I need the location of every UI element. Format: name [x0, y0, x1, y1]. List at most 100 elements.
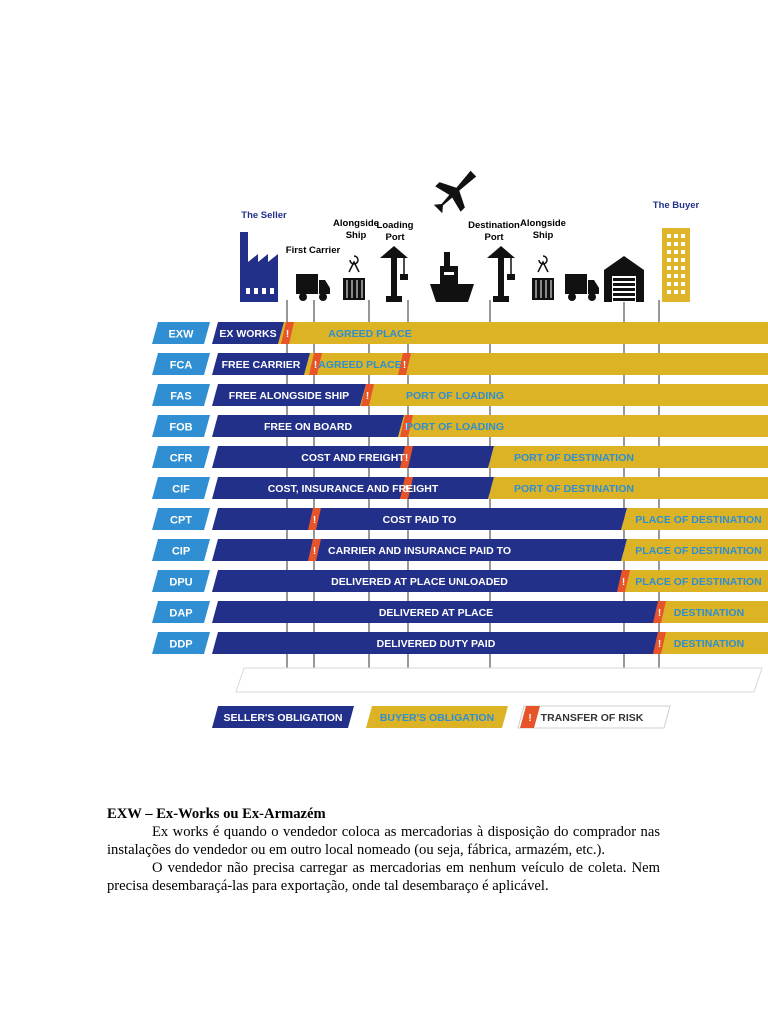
- buyer-text: DESTINATION: [674, 638, 744, 650]
- risk-marker: [281, 322, 294, 344]
- risk-symbol: !: [622, 577, 625, 588]
- risk-symbol: !: [405, 453, 408, 464]
- term-code-box: [152, 632, 210, 654]
- buyer-obligation-bar: [360, 384, 768, 406]
- container-crane-icon: [343, 255, 365, 300]
- term-code: DDP: [169, 639, 192, 651]
- incoterm-row-ddp: DDP ! DELIVERED DUTY PAID DESTINATION: [152, 632, 768, 654]
- article: EXW – Ex-Works ou Ex-Armazém Ex works é …: [107, 805, 660, 895]
- risk-marker: [400, 477, 413, 499]
- seller-obligation-bar: [212, 322, 284, 344]
- point-label: Alongside Ship: [520, 218, 566, 241]
- term-code-box: [152, 322, 210, 344]
- buyer-obligation-bar: [278, 322, 768, 344]
- seller-text: COST AND FREIGHT: [301, 452, 405, 464]
- risk-symbol: !: [403, 360, 406, 371]
- article-paragraph-2: O vendedor não precisa carregar as merca…: [107, 860, 660, 894]
- seller-obligation-bar: [212, 353, 310, 375]
- point-label: The Buyer: [653, 200, 700, 211]
- term-code-box: [152, 353, 210, 375]
- building-icon: [662, 228, 690, 302]
- risk-marker: [400, 415, 413, 437]
- risk-symbol: !: [366, 391, 369, 402]
- term-code: CIF: [172, 484, 190, 496]
- seller-obligation-bar: [212, 415, 404, 437]
- risk-symbol: !: [405, 484, 408, 495]
- warehouse-icon: [604, 256, 644, 302]
- risk-marker: [308, 539, 321, 561]
- term-code-box: [152, 539, 210, 561]
- legend-buyer: BUYER'S OBLIGATION: [366, 706, 508, 728]
- risk-symbol: !: [313, 515, 316, 526]
- term-code-box: [152, 508, 210, 530]
- incoterm-row-dpu: DPU ! DELIVERED AT PLACE UNLOADED PLACE OF …: [152, 570, 768, 592]
- factory-icon: [240, 232, 278, 302]
- airplane-icon: [433, 170, 477, 214]
- term-code-box: [152, 570, 210, 592]
- term-code-box: [152, 477, 210, 499]
- risk-marker: [653, 632, 666, 654]
- term-code: CPT: [170, 515, 192, 527]
- truck-icon: [296, 274, 330, 301]
- base-strip: [235, 667, 763, 693]
- buyer-obligation-bar: [654, 632, 768, 654]
- incoterm-row-exw: EXW ! EX WORKS AGREED PLACE: [152, 322, 768, 344]
- buyer-text: PORT OF LOADING: [406, 421, 504, 433]
- buyer-text: PORT OF LOADING: [406, 390, 504, 402]
- ship-icon: [430, 252, 474, 302]
- risk-marker: [308, 508, 321, 530]
- term-code: FCA: [170, 360, 193, 372]
- truck-icon: [565, 274, 599, 301]
- seller-text: DELIVERED DUTY PAID: [377, 638, 496, 650]
- term-code-box: [152, 415, 210, 437]
- buyer-text: PLACE OF DESTINATION: [635, 514, 761, 526]
- seller-obligation-bar: [212, 632, 660, 654]
- legend-risk-label: TRANSFER OF RISK: [541, 712, 644, 724]
- risk-marker: [361, 384, 374, 406]
- buyer-obligation-bar: [398, 415, 768, 437]
- buyer-text: PORT OF DESTINATION: [514, 452, 634, 464]
- incoterm-row-cfr: CFR !COST AND FREIGHT PORT OF DESTINATION: [152, 446, 768, 468]
- risk-marker: [400, 446, 413, 468]
- buyer-obligation-bar: [488, 477, 768, 499]
- seller-text: COST, INSURANCE AND FREIGHT: [268, 483, 439, 495]
- term-code: CIP: [172, 546, 190, 558]
- point-label: First Carrier: [286, 245, 341, 256]
- point-label: Alongside Ship: [333, 218, 379, 241]
- buyer-obligation-bar: [654, 601, 768, 623]
- risk-marker: [309, 353, 322, 375]
- buyer-text: AGREED PLACE: [328, 328, 411, 340]
- port-crane-icon: [487, 246, 515, 302]
- buyer-obligation-bar: [621, 539, 768, 561]
- seller-text: FREE ON BOARD: [264, 421, 353, 433]
- seller-obligation-bar: [212, 384, 366, 406]
- buyer-obligation-bar: [488, 446, 768, 468]
- seller-text: EX WORKS: [219, 328, 276, 340]
- incoterm-row-dap: DAP ! DELIVERED AT PLACE DESTINATION: [152, 601, 768, 623]
- term-code-box: [152, 384, 210, 406]
- buyer-text: PORT OF DESTINATION: [514, 483, 634, 495]
- risk-marker: [617, 570, 630, 592]
- legend-risk-symbol: !: [528, 713, 531, 724]
- point-label: Loading Port: [377, 220, 414, 243]
- seller-obligation-bar: [212, 570, 627, 592]
- term-code: DPU: [169, 577, 192, 589]
- container-crane-icon: [532, 255, 554, 300]
- term-code: DAP: [169, 608, 192, 620]
- risk-symbol: !: [405, 422, 408, 433]
- seller-text: DELIVERED AT PLACE: [379, 607, 493, 619]
- seller-text: FREE ALONGSIDE SHIP: [229, 390, 349, 402]
- legend-risk: ! TRANSFER OF RISK: [517, 705, 671, 729]
- buyer-text: AGREED PLACE: [318, 359, 401, 371]
- term-code-box: [152, 446, 210, 468]
- point-label: Destination Port: [468, 220, 520, 243]
- term-code: EXW: [168, 329, 194, 341]
- buyer-obligation-bar: [621, 508, 768, 530]
- buyer-obligation-bar: [304, 353, 768, 375]
- term-code: FAS: [170, 391, 191, 403]
- risk-symbol: !: [314, 360, 317, 371]
- port-crane-icon: [380, 246, 408, 302]
- incoterm-row-cif: CIF !COST, INSURANCE AND FREIGHT PORT OF D…: [152, 477, 768, 499]
- incoterms-figure: The Seller First Carrier Alongside Ship Load…: [0, 160, 768, 760]
